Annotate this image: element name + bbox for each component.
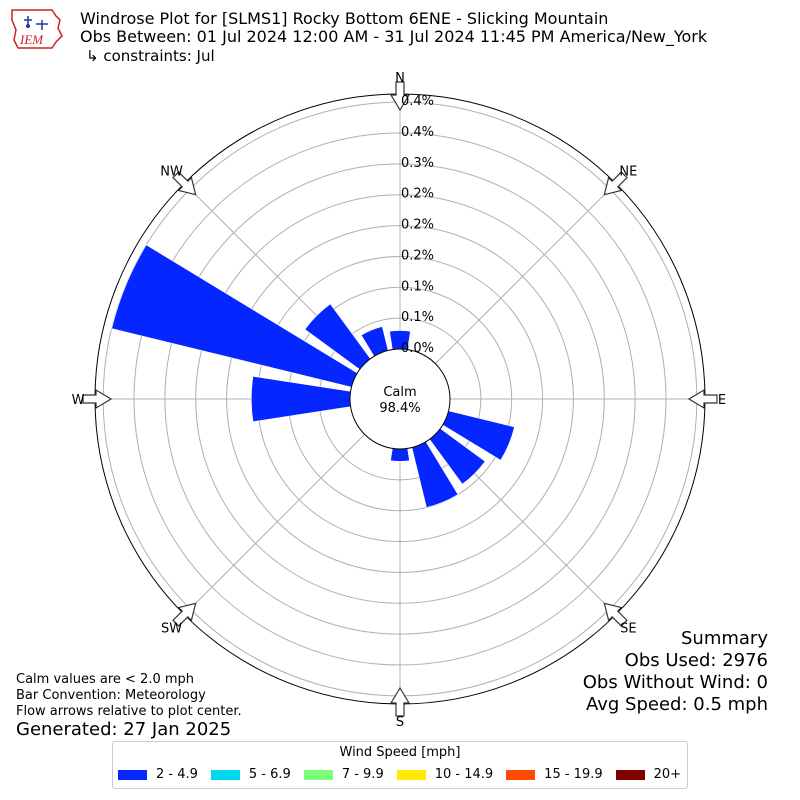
bar-s [390,448,410,462]
legend-label: 15 - 19.9 [544,767,603,782]
radial-tick-label: 0.2% [401,187,434,202]
avg-speed: Avg Speed: 0.5 mph [586,694,768,715]
grid-ring [133,132,667,666]
legend-swatch [210,769,240,780]
title-line-2: Obs Between: 01 Jul 2024 12:00 AM - 31 J… [80,27,708,46]
generated-date: Generated: 27 Jan 2025 [16,719,232,740]
flow-arrows-note: Flow arrows relative to plot center. [16,704,242,719]
legend-swatch [506,769,536,780]
compass-label-nw: NW [160,165,183,180]
flow-arrows [82,81,718,717]
flow-arrow-n [389,81,411,112]
radial-tick-label: 0.4% [401,94,434,109]
summary-heading: Summary [681,628,768,649]
flow-arrow-e [687,388,718,410]
flow-arrow-shape [687,388,718,410]
logo-text: IEM [19,32,44,47]
grid-ring [226,225,574,573]
compass-label-s: S [396,715,404,730]
flow-arrow-shape [389,686,411,717]
legend-swatch [396,769,426,780]
legend-swatch [118,769,147,780]
calm-circle [349,348,451,450]
flow-arrow-nw [172,171,197,196]
summary-block: Summary Obs Used: 2976 Obs Without Wind:… [583,628,768,716]
footnotes: Calm values are < 2.0 mph Bar Convention… [16,672,242,720]
compass-label-e: E [718,393,726,408]
grid-ring [195,194,605,604]
flow-arrow-shape [389,81,411,112]
bar-convention-note: Bar Convention: Meteorology [16,688,206,703]
grid-ring [164,163,636,635]
compass-label-n: N [395,71,405,86]
radial-tick-label: 0.3% [401,156,434,171]
legend-item: 7 - 9.9 [303,767,384,782]
windrose-bars [111,244,515,508]
radial-tick-label: 0.2% [401,218,434,233]
flow-arrow-shape [82,388,113,410]
compass-label-w: W [72,393,85,408]
compass-label-ne: NE [619,165,637,180]
radial-tick-label: 0.1% [401,279,434,294]
flow-arrow-se [603,602,628,627]
calm-note: Calm values are < 2.0 mph [16,672,195,687]
legend-item: 2 - 4.9 [118,767,198,782]
legend-label: 7 - 9.9 [341,767,384,782]
flow-arrow-sw [172,602,197,627]
flow-arrow-shape [172,171,197,196]
constraints-label: ↳ constraints: Jul [86,47,215,65]
compass-label-se: SE [620,621,636,636]
legend-swatch [303,769,333,780]
chart-title: Windrose Plot for [SLMS1] Rocky Bottom 6… [80,10,707,46]
legend-item: 20+ [615,767,682,782]
legend-label: 2 - 4.9 [156,767,198,782]
legend-item: 10 - 14.9 [396,767,494,782]
calm-label: Calm [383,385,416,400]
flow-arrow-s [389,686,411,717]
obs-without-wind: Obs Without Wind: 0 [582,672,768,693]
flow-arrow-shape [172,602,197,627]
radial-tick-label: 0.4% [401,125,434,140]
legend-label: 10 - 14.9 [434,767,494,782]
legend-items: 2 - 4.9 5 - 6.9 7 - 9.9 10 - 14.9 15 - 19.9 2… [118,767,694,782]
flow-arrow-w [82,388,113,410]
legend-item: 5 - 6.9 [210,767,291,782]
legend-label: 5 - 6.9 [248,767,291,782]
legend-label: 20+ [653,767,682,782]
legend-swatch [615,769,645,780]
flow-arrow-shape [603,602,628,627]
radial-tick-label: 0.2% [401,248,434,263]
compass-label-sw: SW [161,621,182,636]
grid-spoke [185,434,365,614]
radial-tick-label: 0.0% [401,341,434,356]
legend-item: 15 - 19.9 [506,767,603,782]
radial-tick-label: 0.1% [401,310,434,325]
flow-arrow-shape [603,171,628,196]
obs-used: Obs Used: 2976 [624,650,768,671]
calm-value: 98.4% [379,401,420,416]
flow-arrow-ne [603,171,628,196]
legend-title: Wind Speed [mph] [339,745,461,760]
title-line-1: Windrose Plot for [SLMS1] Rocky Bottom 6… [80,9,609,28]
iem-logo: IEM [11,9,63,49]
legend: Wind Speed [mph] 2 - 4.9 5 - 6.9 7 - 9.9 10… [112,741,688,789]
grid-spoke [435,184,615,364]
